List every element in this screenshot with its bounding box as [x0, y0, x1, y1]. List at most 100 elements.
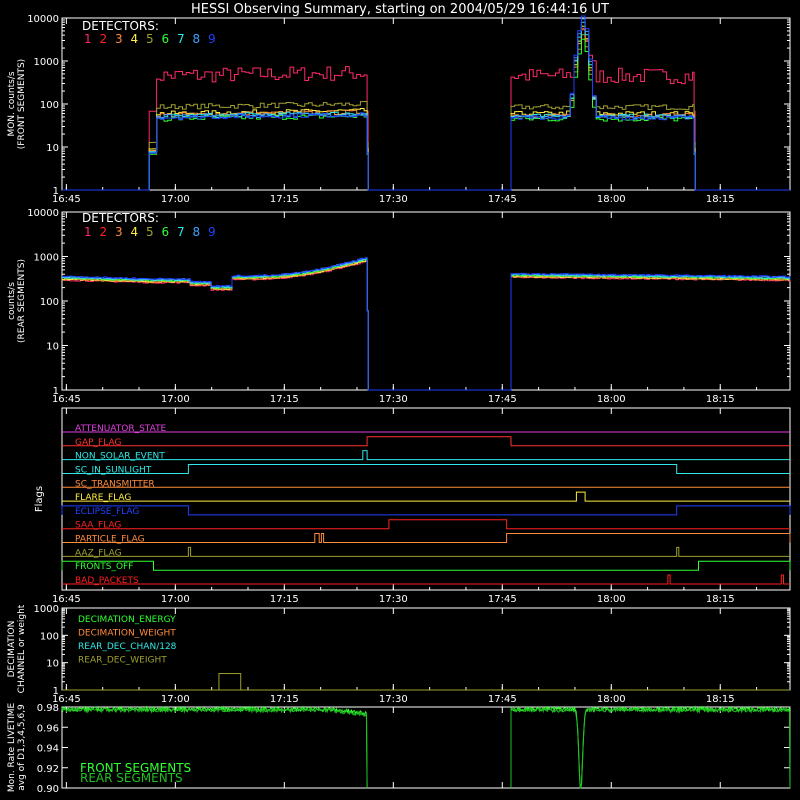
flag-label: BAD_PACKETS — [75, 576, 139, 586]
front-ytick-label: 10000 — [27, 14, 59, 25]
flag-line — [62, 464, 790, 474]
rear-ylabel: counts/s (REAR SEGMENTS) — [7, 259, 27, 343]
flags-xtick-label: 17:30 — [379, 594, 408, 605]
front-ytick-label: 10 — [46, 143, 59, 154]
front-series-det-line — [62, 29, 790, 191]
front-xtick-label: 16:45 — [52, 194, 81, 205]
front-frame — [61, 17, 791, 191]
rear-xtick-label: 18:00 — [597, 394, 626, 405]
front-legend-item: 6 — [162, 32, 170, 46]
chart-title: HESSI Observing Summary, starting on 200… — [191, 2, 609, 17]
flag-line — [62, 533, 791, 543]
front-ylabel-line: (FRONT SEGMENTS) — [17, 59, 27, 149]
livetime-legend-item: FRONT SEGMENTS — [80, 761, 191, 775]
flags-xtick-label: 17:00 — [161, 594, 190, 605]
front-legend-title: DETECTORS: — [82, 19, 159, 33]
flags-xtick-label: 17:15 — [270, 594, 299, 605]
decimation-legend-item: DECIMATION_ENERGY — [78, 615, 176, 625]
flags-ylabel-text: Flags — [34, 486, 45, 512]
rear-ytick-label: 10 — [46, 342, 59, 353]
rear-xtick-label: 17:00 — [161, 394, 190, 405]
decimation-ytick-label: 1000 — [34, 604, 59, 615]
flag-line — [62, 574, 790, 585]
front-ytick-label: 100 — [40, 100, 59, 111]
rear-legend-item: 6 — [162, 225, 170, 239]
livetime-ytick-label: 0.92 — [37, 764, 59, 775]
rear-series-det-line — [62, 257, 791, 391]
rear-legend-item: 5 — [146, 225, 154, 239]
decimation-ytick-label: 10 — [46, 659, 59, 670]
decimation-xtick-label: 18:15 — [706, 694, 735, 705]
rear-legend-item: 4 — [131, 225, 139, 239]
front-series-det-line — [62, 25, 790, 191]
decimation-ytick-label: 1 — [53, 686, 59, 697]
decimation-xtick-label: 17:00 — [161, 694, 190, 705]
rear-ylabel-line: counts/s — [7, 282, 17, 320]
front-series-det-line — [62, 15, 790, 191]
rear-xtick-label: 18:15 — [706, 394, 735, 405]
flag-label: SC_TRANSMITTER — [75, 479, 155, 489]
front-legend-item: 1 — [84, 32, 92, 46]
rear-legend-item: 3 — [115, 225, 123, 239]
flag-line — [62, 491, 790, 502]
rear-frame — [61, 211, 791, 391]
decimation-xtick-label: 17:30 — [379, 694, 408, 705]
flag-label: PARTICLE_FLAG — [75, 535, 145, 545]
front-legend-item: 9 — [208, 32, 216, 46]
rear-ytick-label: 100 — [40, 297, 59, 308]
decimation-xtick-label: 16:45 — [52, 694, 81, 705]
flag-line — [62, 519, 790, 530]
decimation-legend-item: REAR_DEC_CHAN/128 — [78, 642, 177, 652]
rear-ytick-label: 10000 — [27, 208, 59, 219]
decimation-legend-item: REAR_DEC_WEIGHT — [78, 656, 167, 666]
livetime-ytick-label: 0.96 — [37, 723, 59, 734]
flags-ylabel: Flags — [34, 486, 45, 512]
front-series-det-line — [62, 34, 790, 191]
flag-line — [61, 560, 791, 571]
flag-line — [62, 546, 790, 557]
front-legend-item: 7 — [177, 32, 185, 46]
front-xtick-label: 17:45 — [488, 194, 517, 205]
livetime-ylabel-line: Mon. Rate LIVETIME — [7, 703, 17, 793]
front-legend-item: 5 — [146, 32, 154, 46]
flags-xtick-label: 16:45 — [52, 594, 81, 605]
front-legend-item: 4 — [131, 32, 139, 46]
livetime-ytick-label: 0.98 — [37, 703, 59, 714]
flag-label: NON_SOLAR_EVENT — [75, 452, 165, 462]
rear-xtick-label: 16:45 — [52, 394, 81, 405]
decimation-xtick-label: 18:00 — [597, 694, 626, 705]
front-legend-item: 8 — [193, 32, 201, 46]
rear-legend-item: 2 — [100, 225, 108, 239]
front-xtick-label: 17:30 — [379, 194, 408, 205]
livetime-ylabel: Mon. Rate LIVETIME avg of D1,3,4,5,6,9 — [7, 703, 27, 793]
rear-legend-item: 7 — [177, 225, 185, 239]
front-ylabel-line: MON. counts/s — [7, 71, 17, 136]
front-legend-item: 2 — [100, 32, 108, 46]
rear-legend-item: 8 — [193, 225, 201, 239]
flag-line — [61, 505, 791, 516]
flag-label: ECLIPSE_FLAG — [75, 507, 139, 517]
flag-label: GAP_FLAG — [75, 438, 121, 448]
front-ytick-label: 1 — [53, 186, 59, 197]
rear-legend-item: 9 — [208, 225, 216, 239]
flag-label: AAZ_FLAG — [75, 548, 122, 558]
rear-legend-title: DETECTORS: — [82, 211, 159, 225]
flags-xtick-label: 18:00 — [597, 594, 626, 605]
front-xtick-label: 18:00 — [597, 194, 626, 205]
rear-ytick-label: 1 — [53, 386, 59, 397]
decimation-ytick-label: 100 — [40, 631, 59, 642]
front-legend-item: 3 — [115, 32, 123, 46]
flags-frame — [61, 407, 791, 591]
flags-xtick-label: 17:45 — [488, 594, 517, 605]
rear-xtick-label: 17:45 — [488, 394, 517, 405]
flag-line — [62, 450, 790, 461]
rear-xtick-label: 17:30 — [379, 394, 408, 405]
flag-label: FRONTS_OFF — [75, 562, 133, 572]
front-ylabel: MON. counts/s (FRONT SEGMENTS) — [7, 59, 27, 149]
rear-legend-item: 1 — [84, 225, 92, 239]
livetime-ylabel-line: avg of D1,3,4,5,6,9 — [17, 704, 27, 791]
flag-label: FLARE_FLAG — [75, 493, 131, 503]
decimation-legend-item: DECIMATION_WEIGHT — [78, 629, 176, 639]
decimation-ylabel-line: DECIMATION — [7, 621, 17, 678]
